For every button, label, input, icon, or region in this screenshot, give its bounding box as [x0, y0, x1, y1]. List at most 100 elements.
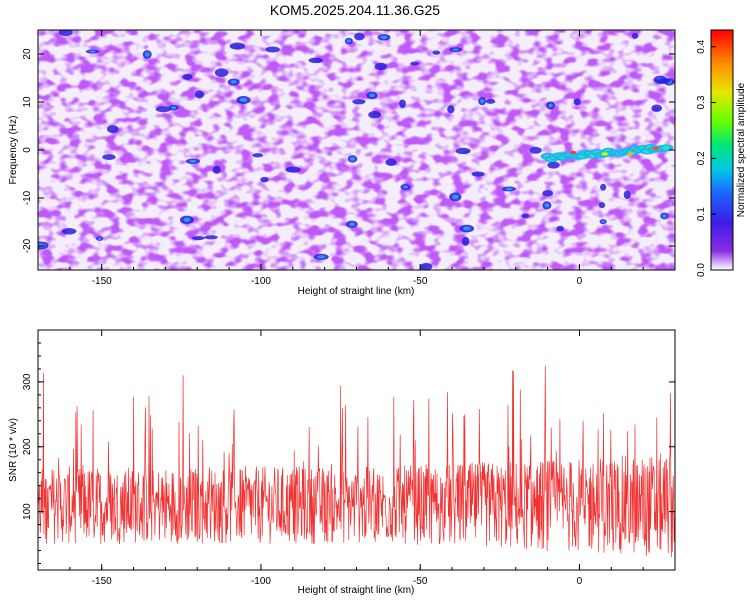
hotspot-core — [239, 97, 247, 102]
hotspot-core — [369, 93, 375, 98]
hotspot-core — [505, 187, 513, 191]
chart-title: KOM5.2025.204.11.36.G25 — [270, 2, 440, 18]
y-tick-label-1: -10 — [22, 190, 33, 205]
hotspot — [485, 98, 496, 104]
x-tick-label-1: -50 — [413, 276, 428, 287]
hotspot — [374, 62, 387, 71]
y-tick-label-1: 0 — [22, 147, 33, 153]
y-tick-label-1: 10 — [22, 96, 33, 108]
colorbar-tick-label: 0.0 — [696, 263, 707, 277]
hotspot — [58, 30, 73, 37]
spectrogram-hotspots — [38, 30, 675, 270]
hotspot — [252, 153, 264, 158]
hotspot — [471, 171, 485, 177]
x-axis-label-2: Height of straight line (km) — [298, 585, 415, 596]
hotspot-core — [452, 194, 459, 200]
hotspot — [547, 161, 560, 169]
hotspot-core — [463, 226, 471, 231]
hotspot-core — [145, 52, 150, 57]
hotspot-core — [548, 103, 553, 108]
hotspot — [260, 176, 269, 183]
hotspot-core — [189, 159, 197, 163]
hotspot-core — [183, 217, 191, 222]
hotspot-core — [171, 106, 177, 110]
signal-core — [662, 145, 671, 150]
hotspot-core — [317, 255, 325, 259]
hotspot — [229, 42, 245, 50]
hotspot — [542, 190, 553, 197]
hotspot — [455, 147, 471, 155]
colorbar-tick-label: 0.3 — [696, 95, 707, 109]
hotspot — [410, 61, 420, 66]
hotspot — [214, 68, 229, 78]
hotspot-core — [230, 80, 237, 84]
signal-peak — [627, 152, 634, 156]
y-axis-label-2: SNR (10 * v/v) — [8, 418, 19, 482]
hotspot — [194, 90, 205, 99]
hotspot — [61, 228, 77, 235]
colorbar-tick-label: 0.2 — [696, 151, 707, 165]
y-axis-label-1: Frequency (Hz) — [8, 116, 19, 185]
hotspot-core — [350, 156, 355, 161]
x-axis-label-1: Height of straight line (km) — [298, 286, 415, 297]
hotspot — [556, 225, 564, 232]
hotspot — [308, 57, 323, 64]
hotspot-core — [480, 99, 485, 104]
x-tick-label-1: 0 — [577, 276, 583, 287]
hotspot — [651, 104, 663, 112]
hotspot — [352, 98, 366, 105]
x-tick-label-1: -150 — [92, 276, 112, 287]
x-tick-label-1: -100 — [251, 276, 271, 287]
hotspot — [420, 262, 433, 270]
hotspot — [631, 32, 639, 39]
colorbar-tick-label: 0.1 — [696, 207, 707, 221]
hotspot — [155, 106, 171, 113]
hotspot — [447, 105, 455, 114]
hotspot — [600, 183, 607, 191]
hotspot — [265, 46, 280, 53]
snr-series-line — [38, 365, 675, 558]
hotspot — [432, 50, 441, 55]
hotspot-core — [452, 48, 459, 51]
y-tick-label-2: 100 — [22, 503, 33, 520]
hotspot-core — [662, 214, 667, 218]
snr-panel: -150 -100 -50 0 100 200 300 Height of straight… — [8, 329, 676, 596]
hotspot — [598, 202, 606, 209]
hotspot-core — [97, 237, 102, 240]
spectrogram-noise — [38, 30, 675, 270]
hotspot — [192, 236, 205, 241]
hotspot — [285, 166, 301, 173]
signal-peak — [570, 150, 577, 154]
hotspot — [102, 154, 116, 161]
x-tick-label-2: 0 — [577, 576, 583, 587]
hotspot — [399, 99, 406, 109]
y-tick-label-1: -20 — [22, 238, 33, 253]
hotspot — [385, 158, 397, 166]
hotspot-core — [380, 35, 388, 39]
signal-track — [540, 143, 674, 163]
x-tick-label-2: -150 — [92, 576, 112, 587]
hotspot — [573, 98, 581, 106]
signal-peak — [601, 152, 608, 156]
signal-peak — [652, 146, 659, 151]
hotspot-core — [89, 50, 96, 53]
colorbar — [710, 29, 734, 271]
hotspot — [656, 77, 671, 84]
hotspot — [529, 146, 542, 154]
hotspot — [204, 235, 218, 240]
hotspot — [368, 111, 382, 119]
hotspot — [182, 73, 193, 80]
hotspot-core — [349, 222, 355, 227]
colorbar-label: Normalized spectral amplitude — [736, 82, 747, 217]
hotspot-core — [346, 39, 351, 43]
y-tick-label-1: 20 — [22, 48, 33, 60]
y-tick-label-2: 300 — [22, 373, 33, 390]
hotspot — [106, 125, 119, 134]
hotspot — [461, 236, 470, 246]
colorbar-tick-label: 0.4 — [696, 39, 707, 53]
hotspot-core — [544, 203, 550, 208]
y-tick-label-2: 200 — [22, 438, 33, 455]
hotspot-core — [402, 185, 409, 189]
